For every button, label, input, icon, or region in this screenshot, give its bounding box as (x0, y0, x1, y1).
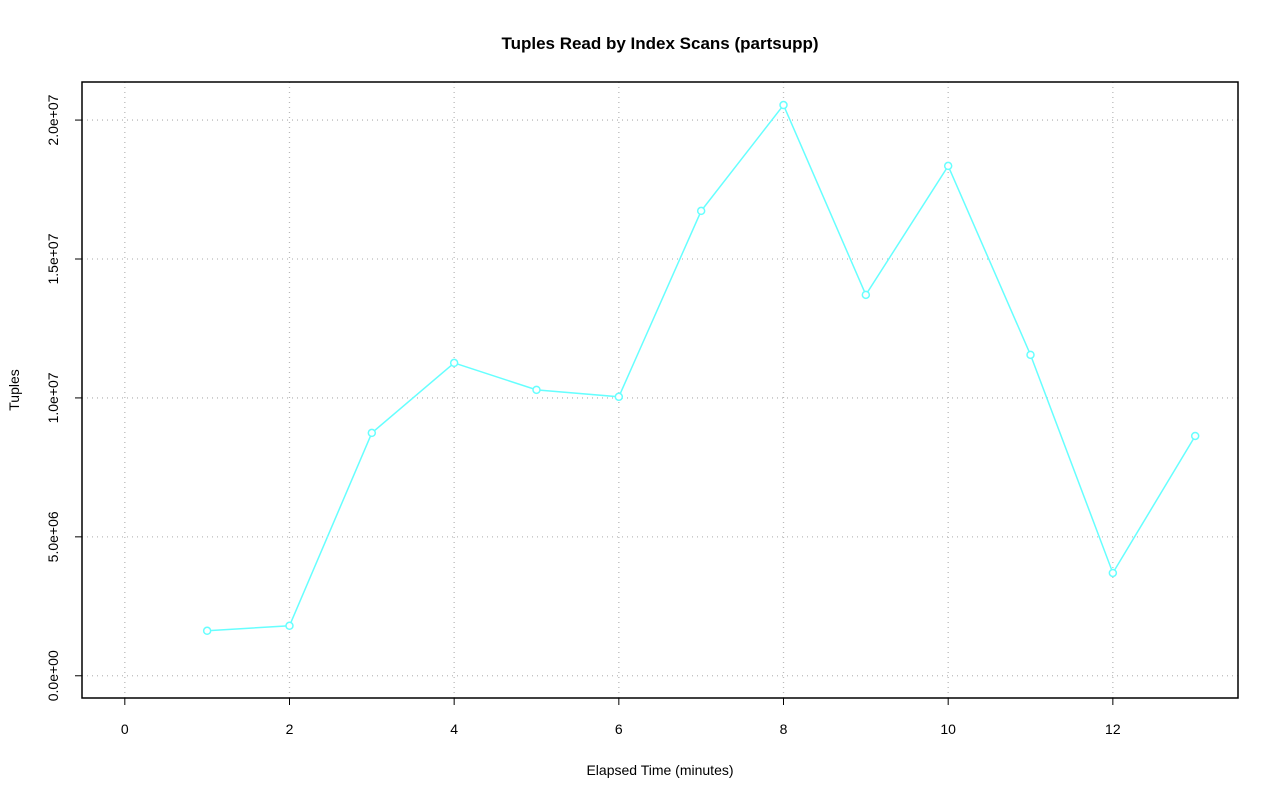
data-line (207, 103, 1196, 632)
data-point (1026, 350, 1035, 360)
x-tick-label: 12 (1105, 721, 1121, 737)
data-point (1108, 568, 1118, 578)
data-point (614, 392, 624, 402)
data-point (861, 290, 871, 300)
y-tick-label: 0.0e+00 (45, 650, 61, 701)
data-point (285, 621, 294, 631)
data-point (449, 358, 459, 368)
data-point (696, 206, 706, 216)
data-point (202, 626, 212, 636)
y-tick-label: 1.5e+07 (45, 233, 61, 284)
data-point (1190, 431, 1200, 441)
y-tick-label: 1.0e+07 (45, 372, 61, 423)
data-point (532, 385, 541, 395)
data-point (779, 100, 788, 110)
y-axis-label: Tuples (6, 369, 22, 411)
x-axis-label: Elapsed Time (minutes) (586, 762, 733, 778)
y-tick-label: 5.0e+06 (45, 511, 61, 562)
x-tick-label: 0 (121, 721, 129, 737)
x-tick-label: 2 (286, 721, 294, 737)
x-tick-label: 10 (940, 721, 956, 737)
x-tick-label: 4 (450, 721, 458, 737)
data-point (943, 161, 953, 171)
data-point (367, 428, 377, 438)
plot-frame (81, 81, 1239, 699)
x-tick-label: 8 (780, 721, 788, 737)
x-tick-label: 6 (615, 721, 623, 737)
y-tick-label: 2.0e+07 (45, 94, 61, 145)
chart-title: Tuples Read by Index Scans (partsupp) (501, 34, 818, 53)
